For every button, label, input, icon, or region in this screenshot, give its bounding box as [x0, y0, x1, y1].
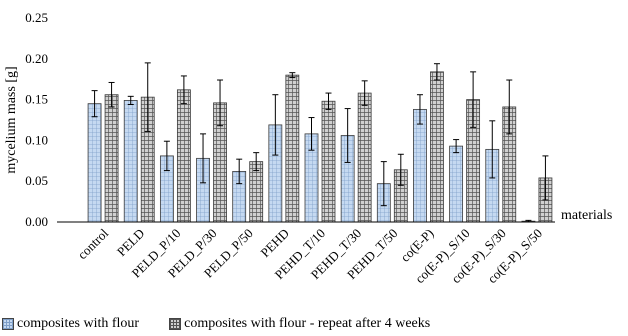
y-tick-label: 0.15 — [25, 92, 48, 107]
x-tick-label: control — [75, 225, 112, 262]
legend: composites with flour composites with fl… — [2, 316, 460, 332]
bar-series-2 — [430, 71, 444, 223]
bar-series-2 — [285, 74, 300, 223]
y-tick-label: 0.25 — [25, 10, 48, 25]
y-tick-label: 0.20 — [25, 51, 48, 66]
bar-series-1 — [449, 145, 464, 223]
x-tick-label: PELD — [114, 226, 148, 260]
bar-series-1 — [413, 108, 427, 223]
bar-series-2 — [176, 89, 191, 223]
bar-series-2 — [321, 100, 336, 223]
x-axis-label: materials — [561, 208, 612, 223]
bar-series-2 — [104, 94, 119, 223]
legend-swatch-series-1 — [2, 318, 14, 330]
legend-label-series-1: composites with flour — [17, 316, 140, 331]
legend-label-series-2: composites with flour - repeat after 4 w… — [184, 316, 431, 331]
y-tick-label: 0.05 — [25, 173, 48, 188]
error-bars-layer — [91, 62, 549, 223]
bars-layer — [87, 71, 553, 223]
legend-swatch-series-2 — [169, 318, 182, 330]
y-tick-label: 0.00 — [25, 214, 48, 229]
bar-series-1 — [123, 100, 138, 223]
y-axis-label: mycelium mass [g] — [4, 66, 19, 173]
y-axis-ticks: 0.00 0.05 0.10 0.15 0.20 0.25 — [25, 10, 48, 229]
bar-series-2 — [357, 92, 372, 223]
legend-item-series-2: composites with flour - repeat after 4 w… — [169, 316, 430, 332]
legend-item-series-1: composites with flour — [2, 316, 139, 332]
y-tick-label: 0.10 — [25, 132, 48, 147]
bar-series-1 — [87, 103, 102, 223]
